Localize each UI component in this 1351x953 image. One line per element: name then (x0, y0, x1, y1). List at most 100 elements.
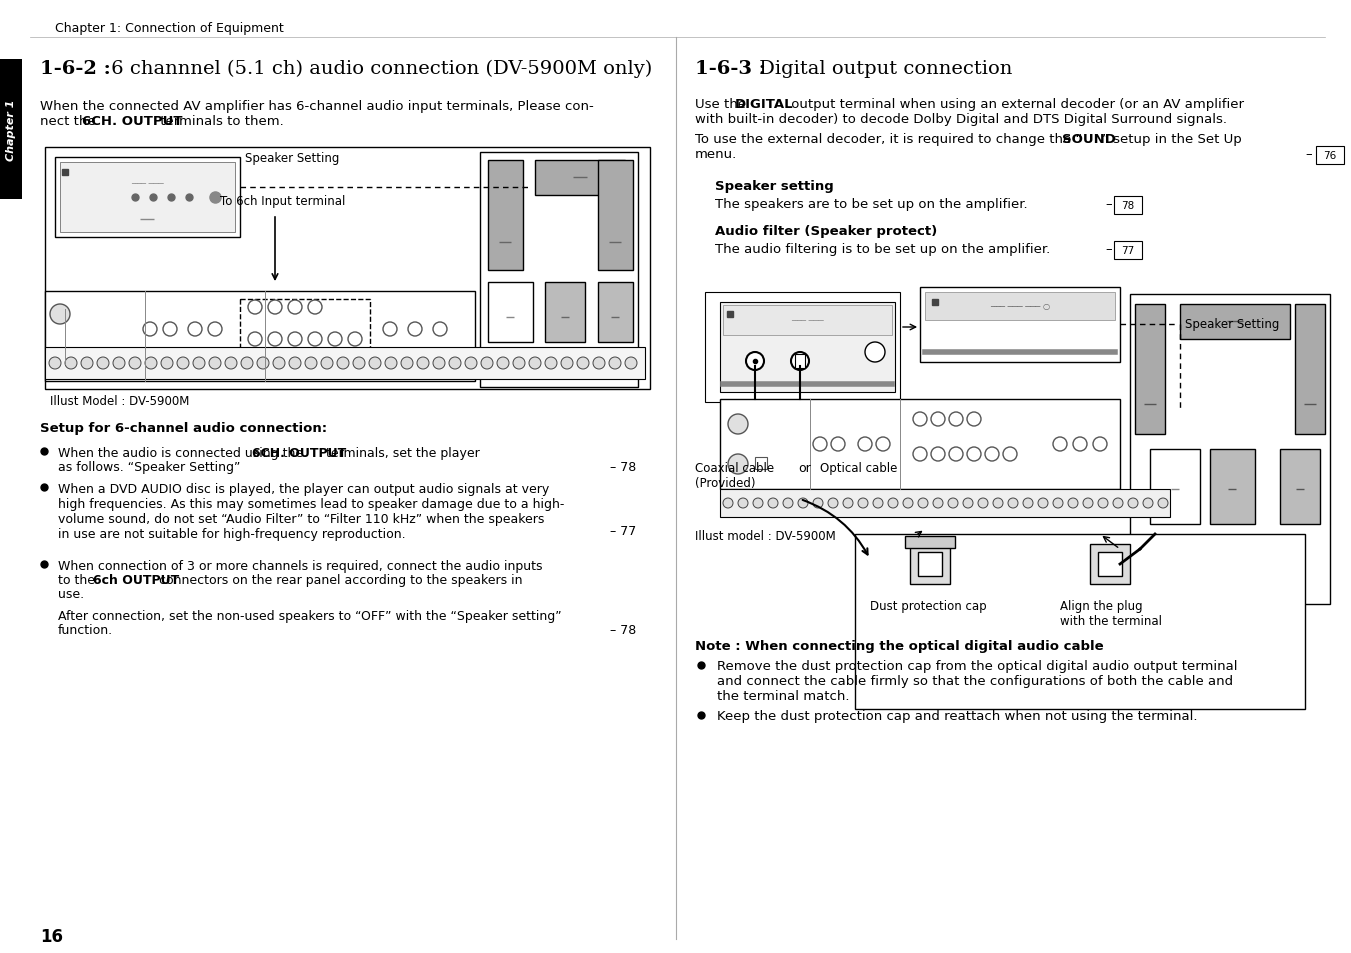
Text: terminals to them.: terminals to them. (155, 115, 284, 128)
Text: Speaker Setting: Speaker Setting (1185, 317, 1279, 331)
Circle shape (1143, 498, 1152, 509)
Circle shape (328, 333, 342, 347)
Text: Remove the dust protection cap from the optical digital audio output terminal
an: Remove the dust protection cap from the … (717, 659, 1238, 702)
Bar (45, 148, 650, 390)
Bar (855, 535, 1305, 709)
Text: to the: to the (58, 574, 99, 586)
Bar (1090, 544, 1129, 584)
Bar (917, 553, 942, 577)
Text: use.: use. (58, 587, 84, 600)
Text: menu.: menu. (694, 148, 738, 161)
Text: Setup for 6-channel audio connection:: Setup for 6-channel audio connection: (41, 421, 327, 435)
Text: To use the external decoder, it is required to change the “: To use the external decoder, it is requi… (694, 132, 1082, 146)
Circle shape (1008, 498, 1019, 509)
Circle shape (1023, 498, 1034, 509)
Circle shape (1113, 498, 1123, 509)
Circle shape (288, 301, 303, 314)
Bar (0, 60, 22, 200)
Circle shape (369, 357, 381, 370)
Circle shape (1093, 437, 1106, 452)
Circle shape (288, 333, 303, 347)
Circle shape (746, 353, 765, 371)
Bar (55, 158, 240, 237)
Circle shape (593, 357, 605, 370)
Circle shape (723, 498, 734, 509)
Circle shape (434, 323, 447, 336)
Circle shape (985, 448, 998, 461)
Text: –: – (1105, 243, 1112, 255)
Bar (925, 293, 1115, 320)
Text: Illust Model : DV-5900M: Illust Model : DV-5900M (50, 395, 189, 408)
Bar (76, 355, 86, 367)
Circle shape (728, 455, 748, 475)
Text: 6 channnel (5.1 ch) audio connection (DV-5900M only): 6 channnel (5.1 ch) audio connection (DV… (105, 60, 653, 78)
Circle shape (561, 357, 573, 370)
Text: 1-6-3 :: 1-6-3 : (694, 60, 766, 78)
Circle shape (753, 498, 763, 509)
Circle shape (267, 333, 282, 347)
Circle shape (828, 498, 838, 509)
Bar (598, 161, 634, 271)
Circle shape (97, 357, 109, 370)
Circle shape (948, 448, 963, 461)
Bar (544, 283, 585, 343)
Text: as follows. “Speaker Setting”: as follows. “Speaker Setting” (58, 460, 240, 474)
Circle shape (50, 350, 70, 370)
Circle shape (81, 357, 93, 370)
Circle shape (434, 357, 444, 370)
Circle shape (401, 357, 413, 370)
Text: or: or (798, 461, 811, 475)
Circle shape (931, 448, 944, 461)
Bar (755, 457, 767, 470)
Text: ─── ─── ─── ○: ─── ─── ─── ○ (990, 302, 1050, 312)
Circle shape (917, 498, 928, 509)
Circle shape (336, 357, 349, 370)
Text: When the connected AV amplifier has 6-channel audio input terminals, Please con-: When the connected AV amplifier has 6-ch… (41, 100, 593, 112)
Circle shape (408, 323, 422, 336)
Circle shape (163, 323, 177, 336)
Text: When connection of 3 or more channels is required, connect the audio inputs: When connection of 3 or more channels is… (58, 559, 543, 573)
Bar (905, 537, 955, 548)
Text: Digital output connection: Digital output connection (753, 60, 1012, 78)
Circle shape (385, 357, 397, 370)
Circle shape (993, 498, 1002, 509)
Text: with built-in decoder) to decode Dolby Digital and DTS Digital Surround signals.: with built-in decoder) to decode Dolby D… (694, 112, 1227, 126)
Circle shape (978, 498, 988, 509)
Circle shape (513, 357, 526, 370)
Text: 76: 76 (1324, 151, 1336, 161)
Circle shape (449, 357, 461, 370)
Text: ─── ───: ─── ─── (131, 178, 163, 188)
Bar (480, 152, 638, 388)
Circle shape (544, 357, 557, 370)
Circle shape (798, 498, 808, 509)
Circle shape (177, 357, 189, 370)
Text: 6CH. OUTPUT: 6CH. OUTPUT (82, 115, 182, 128)
Text: When the audio is connected using the: When the audio is connected using the (58, 447, 307, 459)
Text: Use the: Use the (694, 98, 750, 111)
Bar (1210, 450, 1255, 524)
Bar (535, 161, 626, 195)
Text: function.: function. (58, 623, 113, 637)
Circle shape (226, 357, 236, 370)
Bar (488, 161, 523, 271)
Text: nect the: nect the (41, 115, 100, 128)
Text: Audio filter (Speaker protect): Audio filter (Speaker protect) (715, 225, 938, 237)
Circle shape (813, 437, 827, 452)
Bar (720, 490, 1170, 517)
Circle shape (249, 301, 262, 314)
Text: 77: 77 (1121, 246, 1135, 255)
Text: terminals, set the player: terminals, set the player (322, 447, 480, 459)
Circle shape (948, 498, 958, 509)
Text: 6ch OUTPUT: 6ch OUTPUT (93, 574, 180, 586)
Circle shape (208, 323, 222, 336)
Circle shape (289, 357, 301, 370)
Text: The audio filtering is to be set up on the amplifier.: The audio filtering is to be set up on t… (715, 243, 1050, 255)
Circle shape (161, 357, 173, 370)
Circle shape (465, 357, 477, 370)
Circle shape (1098, 498, 1108, 509)
Bar (488, 283, 534, 343)
Circle shape (1038, 498, 1048, 509)
Circle shape (875, 437, 890, 452)
Text: Note : When connecting the optical digital audio cable: Note : When connecting the optical digit… (694, 639, 1104, 652)
Circle shape (767, 498, 778, 509)
